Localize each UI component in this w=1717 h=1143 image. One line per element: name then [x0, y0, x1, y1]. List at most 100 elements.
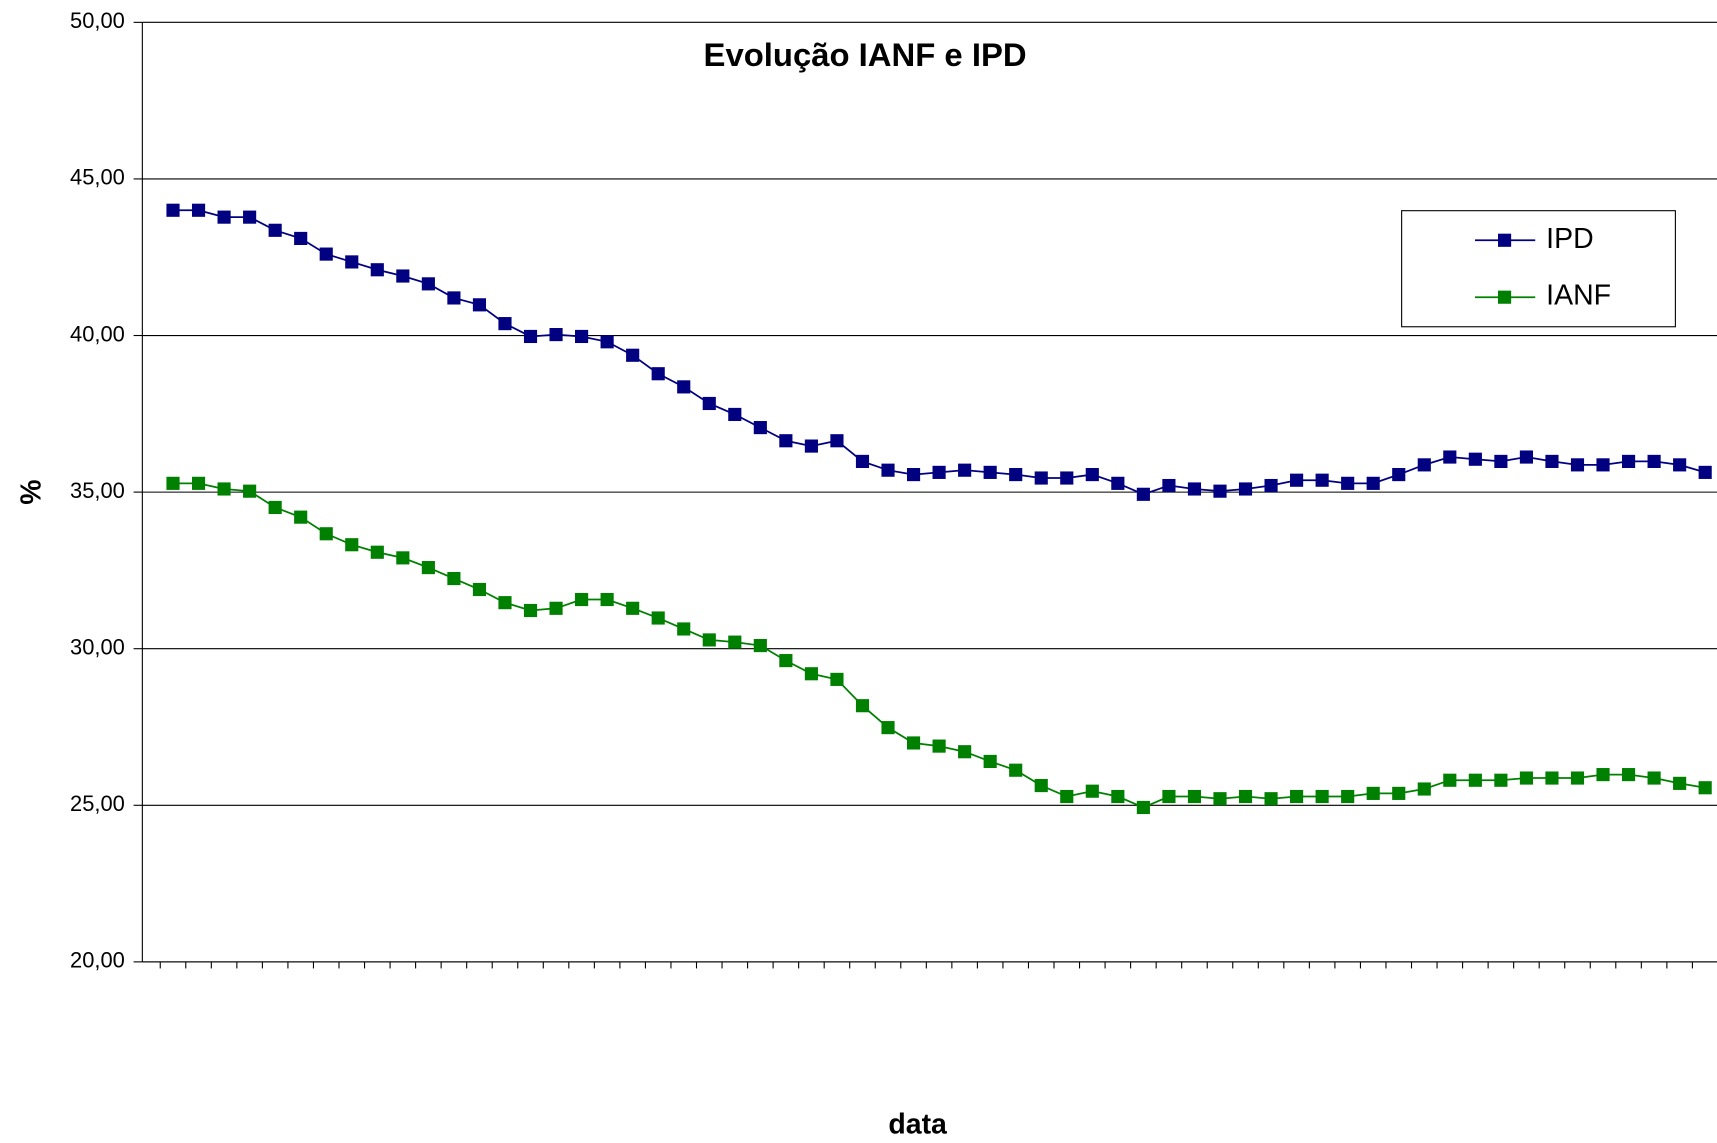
data-point	[1698, 781, 1712, 795]
data-point	[396, 551, 410, 565]
series-line	[173, 482, 1706, 809]
data-point	[1468, 773, 1482, 787]
y-tick-label: 20,00	[70, 948, 125, 973]
data-point	[523, 329, 538, 344]
legend-label: IANF	[1546, 280, 1611, 312]
y-tick-label: 25,00	[70, 791, 125, 816]
data-point	[958, 745, 972, 759]
data-point	[1034, 778, 1048, 793]
data-point	[1162, 478, 1176, 493]
data-point	[319, 527, 333, 541]
data-point	[702, 396, 716, 411]
data-point	[1570, 771, 1585, 785]
data-point	[881, 463, 895, 477]
y-tick-label: 45,00	[70, 165, 125, 190]
data-point	[1238, 789, 1253, 804]
data-point	[370, 545, 384, 559]
data-point	[1034, 471, 1048, 485]
data-point	[1290, 473, 1304, 487]
legend-marker	[1497, 233, 1512, 247]
data-point	[1621, 768, 1636, 782]
data-point	[830, 672, 844, 686]
data-point	[1085, 784, 1099, 798]
data-point	[191, 476, 206, 490]
data-point	[1213, 484, 1227, 498]
data-point	[396, 269, 410, 283]
data-point	[1392, 786, 1406, 800]
data-point	[1647, 454, 1661, 468]
data-point	[166, 476, 180, 490]
data-point	[268, 223, 282, 237]
data-point	[294, 510, 308, 524]
data-point	[1570, 458, 1585, 472]
data-point	[626, 601, 640, 615]
data-point	[1494, 454, 1508, 468]
legend-marker	[1497, 290, 1512, 304]
data-point	[472, 298, 487, 312]
data-point	[1060, 471, 1074, 485]
data-point	[268, 500, 282, 515]
data-point	[1519, 450, 1533, 464]
data-point	[294, 231, 308, 246]
data-point	[1494, 773, 1508, 787]
data-point	[1596, 768, 1610, 782]
y-axis-label: %	[15, 479, 47, 504]
data-point	[1443, 450, 1457, 464]
data-point	[498, 596, 512, 610]
data-point	[1213, 792, 1227, 806]
y-tick-label: 30,00	[70, 634, 125, 659]
data-point	[600, 592, 614, 607]
data-point	[830, 434, 844, 448]
data-point	[651, 611, 665, 625]
data-point	[1468, 452, 1482, 466]
data-point	[575, 329, 589, 344]
data-point	[549, 328, 563, 342]
data-point	[1290, 789, 1304, 804]
data-point	[753, 421, 767, 435]
data-point	[728, 635, 742, 649]
y-tick-label: 50,00	[70, 8, 125, 33]
data-point	[600, 335, 614, 349]
data-point	[626, 348, 640, 362]
data-point	[1366, 786, 1380, 800]
data-point	[1009, 763, 1023, 777]
data-point	[1162, 789, 1176, 804]
data-point	[804, 667, 818, 681]
data-point	[1417, 458, 1431, 472]
data-point	[217, 482, 231, 496]
data-point	[1111, 789, 1125, 804]
data-point	[958, 463, 972, 477]
data-point	[472, 582, 487, 597]
data-point	[1136, 487, 1150, 501]
data-point	[1238, 482, 1253, 496]
data-point	[1009, 468, 1023, 482]
legend-box	[1401, 210, 1676, 328]
data-point	[421, 277, 435, 291]
data-point	[191, 203, 206, 217]
data-point	[1060, 789, 1074, 804]
data-point	[1341, 476, 1355, 490]
data-point	[1673, 458, 1687, 472]
data-point	[677, 380, 691, 394]
data-point	[1545, 454, 1559, 468]
data-point	[243, 484, 257, 498]
data-point	[166, 203, 180, 217]
y-tick-label: 35,00	[70, 478, 125, 503]
data-point	[881, 721, 895, 735]
data-point	[1187, 482, 1202, 496]
data-point	[1647, 771, 1661, 785]
data-point	[804, 439, 818, 453]
data-point	[447, 291, 461, 305]
data-point	[753, 638, 767, 653]
chart-title: Evolução IANF e IPD	[704, 36, 1027, 73]
data-point	[243, 210, 257, 224]
data-point	[1264, 792, 1278, 806]
data-point	[447, 571, 461, 586]
data-point	[1596, 458, 1610, 472]
data-point	[1315, 473, 1329, 487]
data-point	[1392, 468, 1406, 482]
data-point	[728, 407, 742, 422]
data-point	[1366, 476, 1380, 490]
data-point	[523, 603, 538, 618]
